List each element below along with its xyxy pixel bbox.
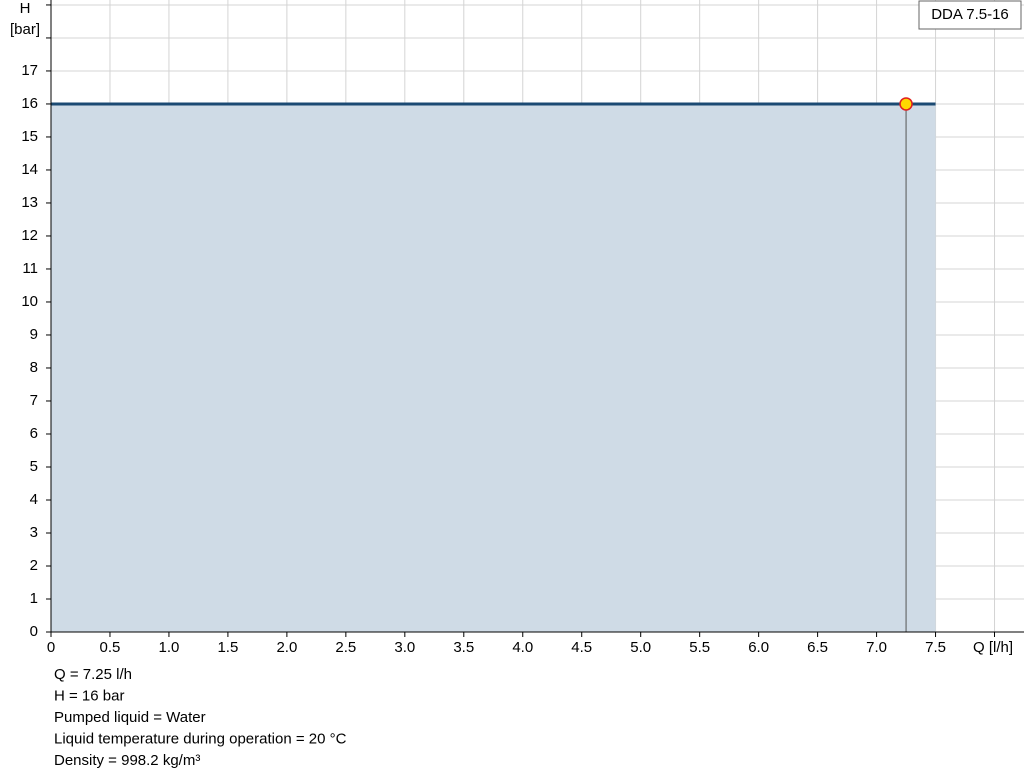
x-tick-label: 3.5 <box>453 639 474 656</box>
x-tick-label: 7.0 <box>866 639 887 656</box>
x-tick-label: 5.0 <box>630 639 651 656</box>
y-tick-label: 6 <box>30 425 38 442</box>
y-tick-label: 3 <box>30 524 38 541</box>
x-tick-label: 7.5 <box>925 639 946 656</box>
y-tick-label: 9 <box>30 326 38 343</box>
y-tick-label: 7 <box>30 392 38 409</box>
y-tick-label: 15 <box>21 128 38 145</box>
x-tick-label: 2.0 <box>276 639 297 656</box>
y-tick-label: 4 <box>30 491 38 508</box>
x-tick-label: 1.0 <box>159 639 180 656</box>
y-tick-label: 1 <box>30 590 38 607</box>
info-line: H = 16 bar <box>54 687 124 704</box>
y-tick-label: 5 <box>30 458 38 475</box>
x-tick-label: 6.5 <box>807 639 828 656</box>
x-tick-label: 4.0 <box>512 639 533 656</box>
x-tick-label: 4.5 <box>571 639 592 656</box>
x-tick-label: 0 <box>47 639 55 656</box>
curve-area <box>51 103 936 632</box>
y-tick-label: 10 <box>21 293 38 310</box>
info-line: Q = 7.25 l/h <box>54 666 132 683</box>
y-tick-label: 8 <box>30 359 38 376</box>
y-tick-label: 2 <box>30 557 38 574</box>
y-axis-label: H <box>20 0 31 17</box>
info-line: Liquid temperature during operation = 20… <box>54 730 347 747</box>
info: Q = 7.25 l/h H = 16 bar Pumped liquid = Wa… <box>54 666 347 769</box>
y-tick-label: 14 <box>21 161 38 178</box>
x-tick-label: 5.5 <box>689 639 710 656</box>
y-tick-label: 16 <box>21 95 38 112</box>
info-line: Pumped liquid = Water <box>54 709 206 726</box>
x-tick-label: 6.0 <box>748 639 769 656</box>
y-axis-unit: [bar] <box>10 21 40 38</box>
operating-point <box>899 97 913 111</box>
y-tick-label: 13 <box>21 194 38 211</box>
y-tick-label: 12 <box>21 227 38 244</box>
x-tick-label: 3.0 <box>394 639 415 656</box>
x-axis-label: Q [l/h] <box>973 639 1013 656</box>
x-tick-label: 0.5 <box>100 639 121 656</box>
legend-title: DDA 7.5-16 <box>931 6 1009 23</box>
x-tick-label: 2.5 <box>335 639 356 656</box>
y-tick-label: 17 <box>21 62 38 79</box>
y-tick-label: 0 <box>30 623 38 640</box>
x-tick-label: 1.5 <box>217 639 238 656</box>
plot <box>51 97 936 632</box>
y-tick-label: 11 <box>22 260 38 277</box>
info-line: Density = 998.2 kg/m³ <box>54 752 200 769</box>
legend-box <box>918 0 1022 30</box>
